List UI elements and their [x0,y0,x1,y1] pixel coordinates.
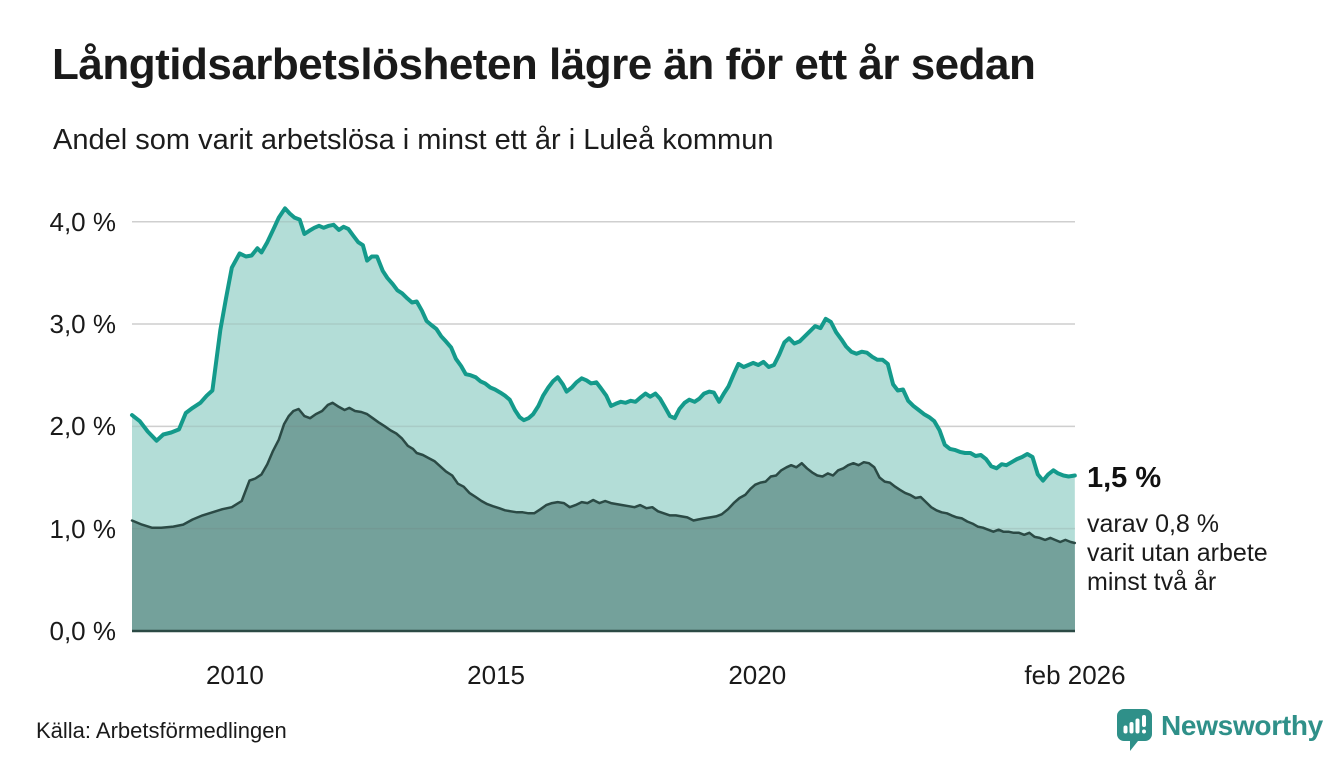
area-min-two-years [132,402,1075,631]
y-axis-tick-label: 1,0 % [49,513,117,544]
chart-subtitle: Andel som varit arbetslösa i minst ett å… [53,124,774,156]
x-axis-tick-label: 2015 [467,660,525,690]
y-axis-tick-label: 3,0 % [49,309,117,340]
y-axis-tick-label: 0,0 % [49,616,117,646]
annotation-detail-text: varav 0,8 % varit utan arbete minst två år [1087,510,1327,597]
y-axis-tick-label: 2,0 % [49,411,117,442]
x-axis-tick-label: 2010 [205,660,264,690]
x-axis-tick-label: 2020 [728,660,787,690]
page-title: Långtidsarbetslösheten lägre än för ett … [52,40,1036,89]
y-axis-tick-label: 4,0 % [49,206,117,237]
newsworthy-logo-text: Newsworthy [1161,710,1323,741]
x-axis-tick-label: feb 2026 [1024,660,1126,690]
source-text: Källa: Arbetsförmedlingen [36,718,287,743]
end-value-annotation: 1,5 % varav 0,8 % varit utan arbete minst … [1087,461,1327,597]
annotation-detail-line: varav 0,8 % [1087,510,1220,538]
annotation-detail-line: minst två år [1087,568,1217,596]
annotation-detail-line: varit utan arbete [1087,539,1268,567]
chart-speech-bubble-icon [1116,708,1153,758]
line-min-one-year [130,206,1077,483]
line-min-two-years [130,401,1077,545]
newsworthy-logo[interactable]: Newsworthy [1116,708,1323,758]
annotation-value-label: 1,5 % [1087,462,1162,494]
